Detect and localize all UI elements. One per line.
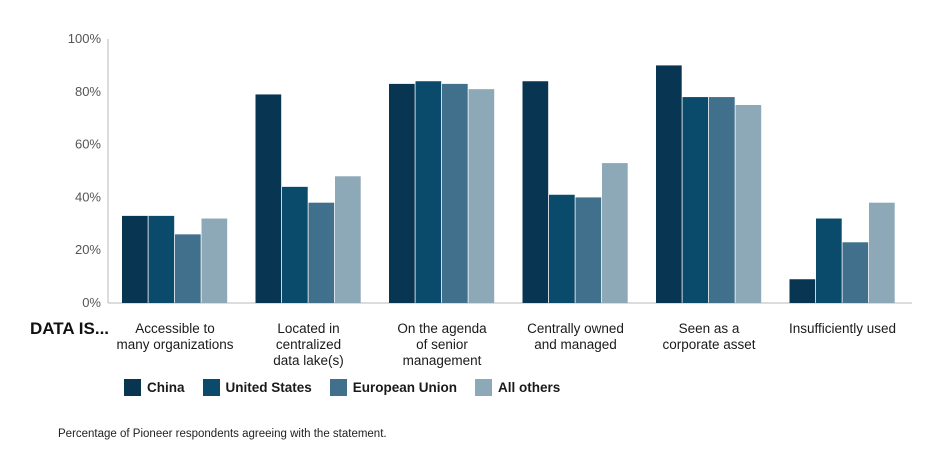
legend-label: China [147,380,185,395]
bar-chart: 0% 20% 40% 60% 80% 100% Accessible to many orga… [30,31,912,368]
category-label: On the agenda of senior management [397,321,487,368]
bar [148,215,175,303]
y-tick-label: 20% [75,242,101,257]
bar [415,81,442,304]
bar [575,197,602,303]
bar [122,215,148,303]
category-label: Accessible to many organizations [116,321,233,352]
bar [709,97,735,303]
y-tick-label: 60% [75,137,101,152]
bar [201,218,228,303]
bar [389,83,415,303]
legend-item: China [124,379,185,396]
legend-swatch [202,379,220,396]
category-label: Centrally owned and managed [527,321,624,352]
bar [602,163,628,303]
row-prefix: DATA IS... [30,319,109,338]
category-label: Seen as a corporate asset [662,321,755,352]
legend-swatch [475,379,493,396]
bar [682,97,709,303]
y-tick-label: 40% [75,189,101,204]
bar [282,186,308,303]
legend-label: All others [498,380,561,395]
bar [842,242,869,303]
bar [442,83,468,303]
y-tick-label: 100% [68,31,102,46]
bar [175,234,201,303]
category-label: Located in centralized data lake(s) [273,321,344,368]
bar [656,65,682,304]
footnote: Percentage of Pioneer respondents agreei… [58,428,387,440]
bar [308,202,335,303]
bar [789,279,816,303]
legend-swatch [329,379,347,396]
legend-label: European Union [352,380,458,395]
y-tick-label: 80% [75,84,101,99]
bar [335,176,361,303]
legend: China United States European Union All othe… [124,379,560,396]
category-label: Insufficiently used [789,321,896,336]
legend-label: United States [225,380,312,395]
legend-swatch [124,379,141,396]
legend-item: All others [475,379,560,396]
bar [869,202,895,303]
bar [522,81,549,304]
legend-item: United States [202,379,312,396]
bar [816,218,842,303]
bar [735,105,762,303]
legend-item: European Union [329,379,458,396]
bar [468,89,495,303]
bar [255,94,282,303]
y-tick-label: 0% [82,295,101,310]
bar [549,194,575,303]
